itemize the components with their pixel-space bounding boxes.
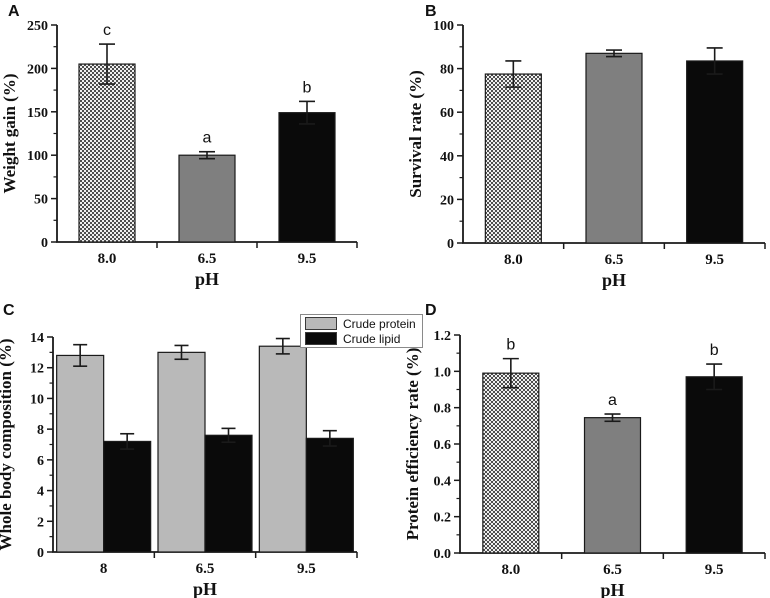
bar-B-9.5-survival-rate <box>686 60 744 244</box>
x-tick-label: 6.5 <box>605 252 624 268</box>
sig-letter: b <box>303 79 312 96</box>
sig-letter: b <box>710 342 719 359</box>
legend-label-crude-lipid: Crude lipid <box>343 331 401 346</box>
y-tick-label: 2 <box>37 515 44 530</box>
sig-letter: b <box>506 337 515 354</box>
bar-C-6.5-crude-lipid <box>204 434 253 553</box>
legend: Crude protein Crude lipid <box>300 314 423 348</box>
sig-letter: c <box>103 22 111 39</box>
panel-d-protein-efficiency-chart: 0.0 0.2 0.4 0.6 0.8 1.0 1.2 b 8.0 a 6.5 b 9.5 pH Prote… <box>385 299 770 598</box>
bar-D-6.5-protein-efficiency-rate <box>583 417 642 554</box>
y-tick-label: 0 <box>447 237 454 252</box>
y-axis-label: Whole body composition (%) <box>0 338 15 550</box>
x-tick-label: 9.5 <box>705 562 724 578</box>
panel-letter-a: A <box>8 3 20 20</box>
y-tick-label: 0.0 <box>434 547 452 562</box>
chart-svg-C: 0 2 4 6 8 10 12 14 8 6.5 9.5 pH Whole body compositi… <box>0 302 358 598</box>
panel-letter-b: B <box>425 3 437 20</box>
x-tick-label: 8.0 <box>504 252 523 268</box>
bar-A-9.5-weight-gain <box>278 112 336 243</box>
bar-A-8.0-weight-gain <box>78 63 136 243</box>
bar-C-9.5-crude-protein <box>258 345 307 553</box>
y-tick-label: 0.2 <box>434 511 452 526</box>
y-tick-label: 4 <box>37 485 44 500</box>
y-tick-label: 250 <box>27 19 48 34</box>
bar-C-8-crude-lipid <box>103 440 152 553</box>
x-tick-label: 8 <box>100 561 108 577</box>
y-tick-label: 12 <box>30 362 44 377</box>
y-tick-label: 14 <box>30 331 44 346</box>
bar-A-6.5-weight-gain <box>178 154 236 243</box>
x-axis-label: pH <box>600 580 624 598</box>
bar-D-9.5-protein-efficiency-rate <box>685 376 743 554</box>
bar-C-8-crude-protein <box>56 354 105 553</box>
y-tick-label: 100 <box>27 149 48 164</box>
y-tick-label: 0 <box>41 236 48 251</box>
y-tick-label: 150 <box>27 106 48 121</box>
y-tick-label: 200 <box>27 62 48 77</box>
x-tick-label: 6.5 <box>603 562 622 578</box>
x-tick-label: 6.5 <box>198 251 217 267</box>
x-tick-label: 6.5 <box>196 561 215 577</box>
bar-C-9.5-crude-lipid <box>305 437 354 553</box>
y-tick-label: 1.2 <box>434 329 452 344</box>
panel-c-body-composition-chart: 0 2 4 6 8 10 12 14 8 6.5 9.5 pH Whole body compositi… <box>0 299 385 598</box>
y-tick-label: 60 <box>440 106 454 121</box>
chart-svg-A: 0 50 100 150 200 250 c 8.0 a 6.5 b 9.5 pH Weight gain… <box>0 3 358 289</box>
legend-item-crude-lipid: Crude lipid <box>305 332 416 345</box>
y-tick-label: 10 <box>30 392 44 407</box>
legend-label-crude-protein: Crude protein <box>343 316 416 331</box>
bar-B-8.0-survival-rate <box>484 73 542 244</box>
x-tick-label: 9.5 <box>705 252 724 268</box>
panel-letter-d: D <box>425 302 437 319</box>
y-tick-label: 0.4 <box>434 474 452 489</box>
x-axis-label: pH <box>602 270 626 290</box>
panel-a-weight-gain-chart: 0 50 100 150 200 250 c 8.0 a 6.5 b 9.5 pH Weight gain… <box>0 0 385 300</box>
y-tick-label: 50 <box>34 193 48 208</box>
bar-D-8.0-protein-efficiency-rate <box>482 372 540 554</box>
y-tick-label: 0.8 <box>434 402 452 417</box>
y-tick-label: 1.0 <box>434 365 452 380</box>
y-tick-label: 40 <box>440 150 454 165</box>
y-axis-label: Survival rate (%) <box>406 70 425 197</box>
bar-B-6.5-survival-rate <box>585 52 643 244</box>
x-tick-label: 9.5 <box>298 251 317 267</box>
x-axis-label: pH <box>195 269 219 289</box>
crude-lipid-swatch-icon <box>305 332 337 345</box>
legend-item-crude-protein: Crude protein <box>305 317 416 330</box>
y-tick-label: 8 <box>37 423 44 438</box>
y-axis-label: Protein efficiency rate (%) <box>403 348 422 541</box>
x-tick-label: 8.0 <box>501 562 520 578</box>
chart-svg-D: 0.0 0.2 0.4 0.6 0.8 1.0 1.2 b 8.0 a 6.5 b 9.5 pH Prote… <box>403 302 766 598</box>
y-tick-label: 20 <box>440 193 454 208</box>
y-tick-label: 100 <box>433 19 454 34</box>
crude-protein-swatch-icon <box>305 317 337 330</box>
x-tick-label: 9.5 <box>297 561 316 577</box>
sig-letter: a <box>203 130 212 147</box>
panel-b-survival-rate-chart: 0 20 40 60 80 100 8.0 6.5 9.5 pH Survival rate (%)… <box>385 0 770 300</box>
x-axis-label: pH <box>193 579 217 598</box>
y-tick-label: 80 <box>440 63 454 78</box>
y-axis-label: Weight gain (%) <box>0 74 19 194</box>
sig-letter: a <box>608 392 617 409</box>
panel-letter-c: C <box>3 302 15 319</box>
y-tick-label: 0 <box>37 546 44 561</box>
x-tick-label: 8.0 <box>98 251 117 267</box>
y-tick-label: 0.6 <box>434 438 452 453</box>
bar-C-6.5-crude-protein <box>157 351 206 553</box>
y-tick-label: 6 <box>37 454 44 469</box>
chart-svg-B: 0 20 40 60 80 100 8.0 6.5 9.5 pH Survival rate (%)… <box>406 3 766 290</box>
